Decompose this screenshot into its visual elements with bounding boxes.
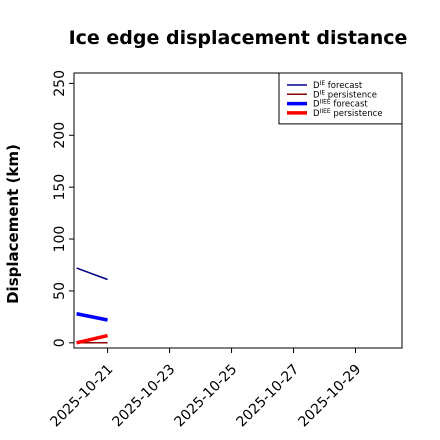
x-tick-label: 2025-10-23 <box>110 362 179 431</box>
y-tick-label: 100 <box>52 226 68 253</box>
x-tick-label: 2025-10-21 <box>48 362 117 431</box>
legend-entry: DIE forecast <box>313 80 363 91</box>
chart-title: Ice edge displacement distance <box>69 27 408 49</box>
legend-entry: DIIEE persistence <box>313 108 383 119</box>
y-tick-label: 0 <box>52 338 68 347</box>
series-line-4 <box>76 333 108 345</box>
x-tick-label: 2025-10-25 <box>172 362 241 431</box>
y-tick-label: 200 <box>52 122 68 149</box>
series-line-1 <box>76 267 108 281</box>
x-tick-label: 2025-10-29 <box>295 362 364 431</box>
legend-box <box>278 72 403 125</box>
y-axis-label: Displacement (km) <box>4 144 22 304</box>
series-line-3 <box>76 312 108 322</box>
y-tick-label: 250 <box>52 70 68 97</box>
legend-entry: DIIEE forecast <box>313 99 368 110</box>
y-tick-label: 50 <box>52 282 68 300</box>
legend-entry: DIE persistence <box>313 89 377 100</box>
plot-frame <box>73 72 403 349</box>
y-tick-label: 150 <box>52 174 68 201</box>
x-tick-label: 2025-10-27 <box>234 362 303 431</box>
